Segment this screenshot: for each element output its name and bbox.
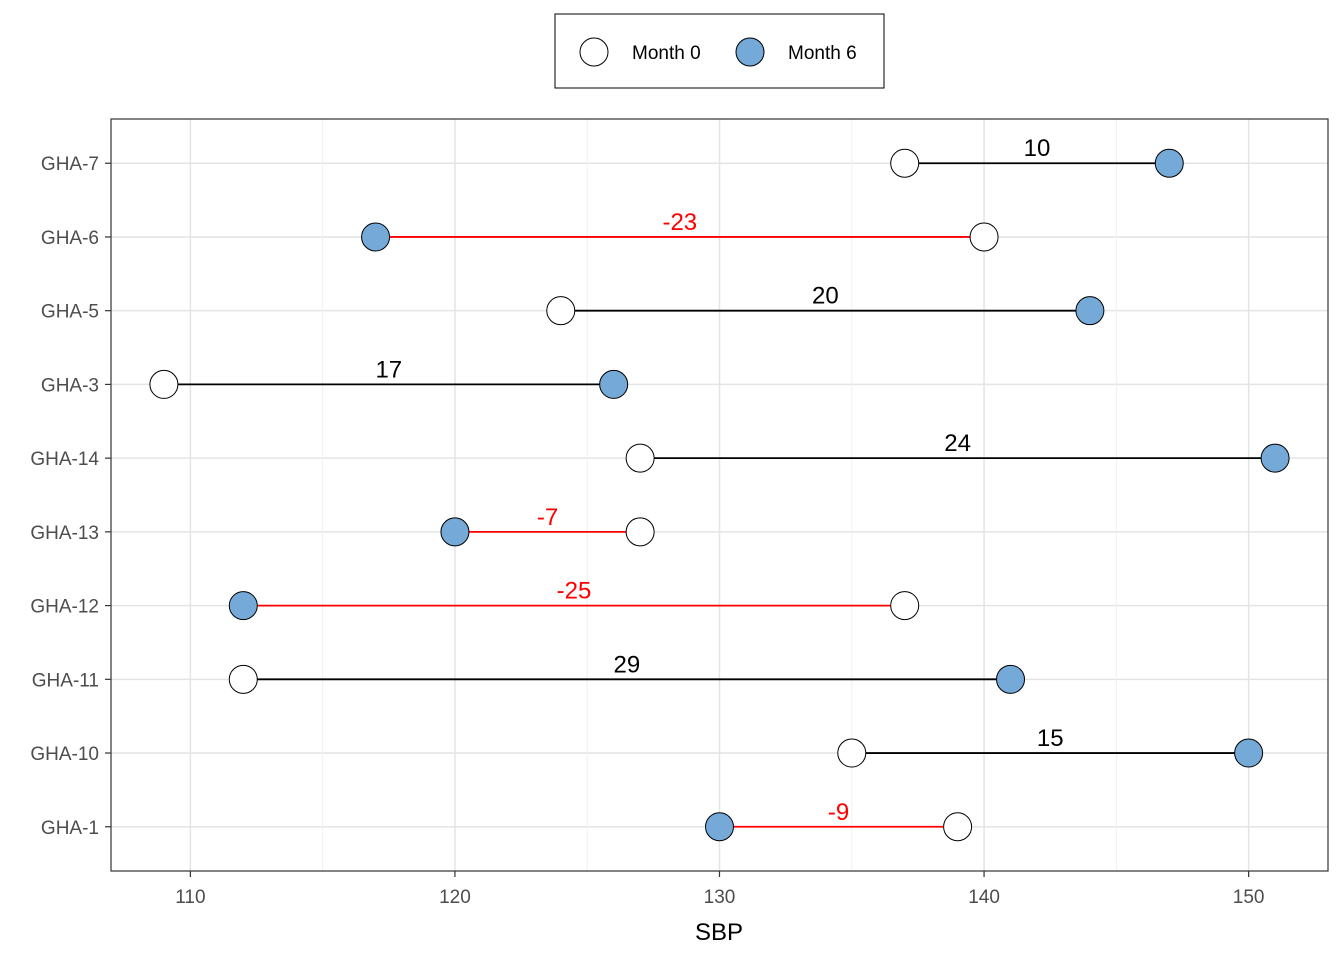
legend-key-month-6	[735, 37, 765, 67]
difference-label: -7	[537, 504, 558, 531]
y-tick-label: GHA-7	[41, 154, 99, 175]
point-month-6	[1260, 443, 1290, 473]
y-tick-label: GHA-3	[41, 375, 99, 396]
point-month-6	[440, 517, 470, 547]
difference-label: 10	[1024, 135, 1051, 162]
legend-label-month-0: Month 0	[632, 43, 701, 64]
legend-label-month-6: Month 6	[788, 43, 857, 64]
x-tick-label: 150	[1233, 887, 1265, 908]
x-tick-label: 110	[175, 887, 205, 908]
legend-key-month-0	[579, 37, 609, 67]
x-tick-label: 130	[704, 887, 736, 908]
legend-box	[554, 13, 885, 89]
y-tick-label: GHA-5	[41, 302, 99, 323]
difference-label: 17	[375, 356, 402, 383]
point-month-0	[625, 517, 655, 547]
dumbbell-points	[149, 148, 1290, 842]
y-tick-label: GHA-12	[30, 597, 99, 618]
legend: Month 0 Month 6	[554, 13, 885, 89]
point-month-0	[837, 738, 867, 768]
difference-label: 24	[944, 430, 971, 457]
x-axis-title: SBP	[695, 919, 743, 946]
point-month-6	[1075, 296, 1105, 326]
difference-label: 15	[1037, 725, 1064, 752]
y-tick-label: GHA-14	[30, 449, 99, 470]
dumbbell-segments	[163, 162, 1276, 828]
point-month-6	[1234, 738, 1264, 768]
point-month-0	[890, 148, 920, 178]
y-tick-label: GHA-1	[41, 818, 99, 839]
point-month-6	[1154, 148, 1184, 178]
difference-label: -25	[557, 578, 592, 605]
point-month-6	[228, 591, 258, 621]
point-month-6	[705, 812, 734, 842]
point-month-0	[228, 664, 258, 694]
x-tick-label: 120	[439, 887, 471, 908]
point-month-0	[943, 812, 973, 842]
y-tick-label: GHA-10	[30, 744, 99, 765]
point-month-0	[890, 591, 920, 621]
difference-label: -9	[828, 799, 849, 826]
point-month-0	[149, 369, 179, 399]
point-month-0	[546, 296, 576, 326]
x-axis: 110 120 130 140 150	[175, 871, 1264, 908]
difference-label: -23	[662, 209, 697, 236]
difference-labels: -9 15 29 -25 -7 24 17 20 -23 10	[375, 135, 1063, 826]
difference-label: 29	[614, 651, 641, 678]
point-month-6	[599, 369, 629, 399]
point-month-6	[361, 222, 391, 252]
difference-label: 20	[812, 283, 839, 310]
y-tick-label: GHA-13	[30, 523, 99, 544]
y-tick-label: GHA-6	[41, 228, 99, 249]
y-axis: GHA-1 GHA-10 GHA-11 GHA-12 GHA-13 GHA-14 GHA-3…	[30, 154, 111, 839]
y-tick-label: GHA-11	[32, 670, 99, 691]
point-month-0	[625, 443, 655, 473]
x-tick-label: 140	[968, 887, 1000, 908]
point-month-6	[996, 664, 1026, 694]
point-month-0	[969, 222, 999, 252]
